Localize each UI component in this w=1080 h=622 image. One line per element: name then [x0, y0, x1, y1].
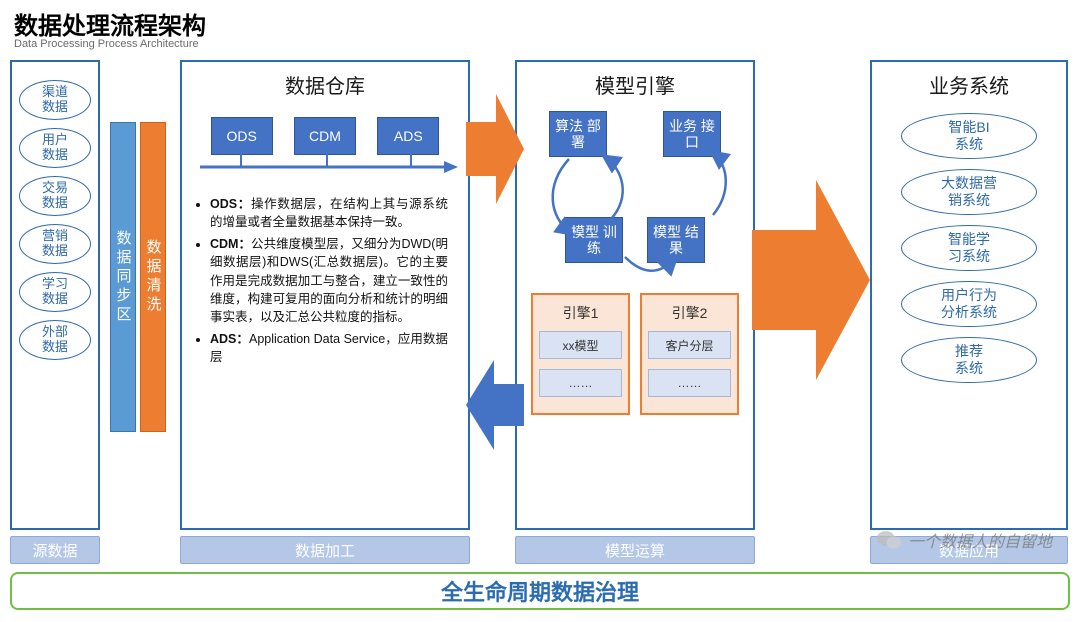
strip-clean: 数据清洗	[140, 122, 166, 432]
warehouse-bullet: ADS：Application Data Service，应用数据层	[210, 330, 448, 366]
model-graph: 算法 部署 业务 接口 模型 训练 模型 结果	[527, 107, 743, 287]
watermark: 一个数据人的自留地	[876, 528, 1052, 552]
business-pill: 用户行为 分析系统	[901, 281, 1037, 327]
col-title-warehouse: 数据仓库	[182, 62, 468, 103]
engine-title: 引擎1	[539, 303, 622, 323]
col-warehouse: 数据仓库 ODS CDM ADS ODS：操作数据层，在结构上其与源系统的增量或…	[180, 60, 470, 530]
wh-box-ads: ADS	[377, 117, 439, 155]
col-title-business: 业务系统	[872, 62, 1066, 103]
page-title: 数据处理流程架构	[14, 6, 206, 41]
col-model: 模型引擎 算法 部署 业务 接口 模型 训练 模型 结果 引擎1xx模型……引擎…	[515, 60, 755, 530]
page-subtitle: Data Processing Process Architecture	[14, 38, 199, 50]
business-pill: 智能BI 系统	[901, 113, 1037, 159]
warehouse-boxes: ODS CDM ADS	[200, 117, 450, 155]
col-title-model: 模型引擎	[517, 62, 753, 103]
engine-cell: ……	[539, 369, 622, 397]
strip-sync: 数据同步区	[110, 122, 136, 432]
col-source: 渠道 数据用户 数据交易 数据营销 数据学习 数据外部 数据	[10, 60, 100, 530]
engine-box: 引擎1 xx模型 ……	[531, 293, 630, 415]
label-source: 源数据	[10, 536, 100, 564]
engine-cell: xx模型	[539, 331, 622, 359]
warehouse-bullet: ODS：操作数据层，在结构上其与源系统的增量或者全量数据基本保持一致。	[210, 195, 448, 231]
engine-cell: 客户分层	[648, 331, 731, 359]
engine-title: 引擎2	[648, 303, 731, 323]
warehouse-bullets: ODS：操作数据层，在结构上其与源系统的增量或者全量数据基本保持一致。 CDM：公…	[210, 195, 448, 366]
arrow-model-to-wh	[466, 360, 524, 450]
source-pill: 用户 数据	[19, 128, 91, 168]
diagram-canvas: 渠道 数据用户 数据交易 数据营销 数据学习 数据外部 数据 数据同步区 数据清…	[10, 60, 1070, 610]
model-engines: 引擎1 xx模型 …… 引擎2 客户分层 ……	[531, 293, 739, 415]
source-pill: 学习 数据	[19, 272, 91, 312]
governance-bar: 全生命周期数据治理	[10, 572, 1070, 610]
model-cycle-arrows	[527, 107, 747, 287]
wh-box-ods: ODS	[211, 117, 273, 155]
wechat-icon	[876, 529, 902, 551]
label-warehouse: 数据加工	[180, 536, 470, 564]
warehouse-bullet: CDM：公共维度模型层，又细分为DWD(明细数据层)和DWS(汇总数据层)。它的…	[210, 235, 448, 326]
source-pill: 外部 数据	[19, 320, 91, 360]
source-pill: 营销 数据	[19, 224, 91, 264]
wh-box-cdm: CDM	[294, 117, 356, 155]
source-pill: 渠道 数据	[19, 80, 91, 120]
engine-box: 引擎2 客户分层 ……	[640, 293, 739, 415]
business-pill: 智能学 习系统	[901, 225, 1037, 271]
arrow-model-to-biz	[752, 180, 870, 380]
watermark-text: 一个数据人的自留地	[908, 528, 1052, 552]
label-model: 模型运算	[515, 536, 755, 564]
business-pill: 推荐 系统	[901, 337, 1037, 383]
business-pill: 大数据营 销系统	[901, 169, 1037, 215]
engine-cell: ……	[648, 369, 731, 397]
source-pill: 交易 数据	[19, 176, 91, 216]
col-business: 业务系统 智能BI 系统大数据营 销系统智能学 习系统用户行为 分析系统推荐 系…	[870, 60, 1068, 530]
arrow-wh-to-model	[466, 94, 524, 204]
